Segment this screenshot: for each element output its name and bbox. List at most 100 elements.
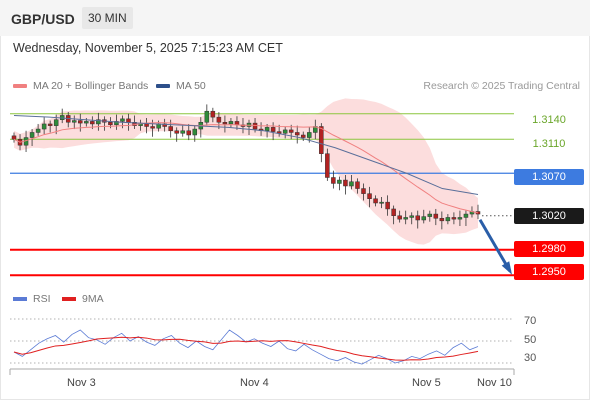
candle-body [282, 129, 288, 134]
timeframe-button[interactable]: 30 MIN [82, 7, 133, 29]
candle-body [349, 181, 354, 187]
rsi-ma-line [13, 336, 479, 361]
legend-rsi: RSI [13, 293, 51, 305]
candle-body [35, 128, 41, 133]
rsi-line [13, 329, 479, 365]
candlesticks [11, 104, 481, 230]
candle-body [463, 213, 469, 218]
candle-body [439, 218, 445, 222]
bollinger-bands [14, 98, 478, 245]
candle-body [180, 130, 185, 134]
x-label-nov5: Nov 5 [412, 377, 441, 389]
candle-body [168, 126, 173, 131]
support-1-label: 1.2980 [514, 241, 584, 257]
forecast-arrow-shaft [478, 218, 512, 273]
ma20-line [13, 122, 479, 214]
candle-body [41, 123, 47, 130]
candle-body [216, 116, 222, 123]
rsi-tick-50: 50 [524, 334, 537, 346]
rsi-label: RSI [33, 293, 51, 305]
candle-body [270, 127, 276, 132]
candle-body [228, 121, 234, 125]
candle-body [331, 177, 336, 184]
candle-body [47, 123, 53, 126]
copyright-text: Research © 2025 Trading Central [423, 80, 580, 92]
candle-body [433, 213, 439, 219]
ma50-label: MA 50 [176, 80, 206, 92]
x-label-nov3: Nov 3 [67, 377, 96, 389]
candle-body [192, 128, 198, 136]
candle-body [186, 130, 192, 136]
rsi-panel [10, 318, 514, 365]
ma20-swatch-icon [13, 84, 27, 88]
candle-body [397, 215, 402, 220]
candle-body [53, 119, 59, 126]
rsi-ma-label: 9MA [82, 293, 104, 305]
candle-body [222, 122, 228, 125]
candle-body [234, 121, 240, 126]
timestamp: Wednesday, November 5, 2025 7:15:23 AM C… [13, 41, 283, 55]
forecast-arrow [478, 218, 513, 275]
candle-body [367, 193, 372, 199]
candle-body [264, 127, 270, 131]
forecast-arrow-head-icon [501, 261, 513, 275]
candle-body [337, 179, 342, 184]
candle-body [373, 198, 378, 204]
candle-body [114, 121, 119, 126]
rsi-swatch-icon [13, 297, 27, 301]
candle-body [252, 122, 258, 130]
bollinger-band-area [14, 98, 478, 245]
support-2-label: 1.2950 [514, 264, 584, 280]
resistance-1-label: 1.3110 [532, 138, 566, 150]
candle-body [427, 213, 433, 217]
rsi-tick-30: 30 [524, 352, 537, 364]
rsi-tick-70: 70 [524, 315, 537, 327]
candle-body [361, 188, 366, 194]
candle-body [403, 217, 408, 220]
candle-body [355, 181, 360, 189]
candle-body [391, 208, 396, 216]
candle-body [108, 122, 113, 126]
candle-body [451, 217, 457, 220]
candle-body [84, 121, 89, 124]
legend-rsi-ma: 9MA [62, 293, 104, 305]
candle-body [307, 132, 312, 138]
candle-body [126, 118, 131, 123]
candle-body [11, 135, 17, 140]
candle-body [409, 215, 414, 218]
candle-body [415, 215, 420, 221]
ma20-label: MA 20 + Bollinger Bands [33, 80, 149, 92]
candle-body [150, 126, 155, 129]
legend-ma20: MA 20 + Bollinger Bands [13, 80, 148, 92]
candle-body [457, 217, 463, 220]
candle-body [90, 121, 95, 125]
candle-body [288, 129, 294, 133]
candle-body [445, 217, 451, 222]
candle-body [29, 132, 35, 138]
candle-body [385, 201, 390, 210]
last-price-label: 1.3020 [514, 208, 584, 224]
candle-body [319, 126, 324, 154]
level-lines [10, 113, 514, 277]
candle-body [343, 179, 348, 187]
candle-body [294, 132, 300, 136]
candle-body [96, 119, 101, 125]
candle-body [325, 153, 330, 178]
candle-body [379, 201, 384, 204]
currency-pair-title: GBP/USD [11, 11, 75, 27]
time-axis [9, 368, 515, 375]
x-label-nov10: Nov 10 [477, 377, 512, 389]
candle-body [204, 110, 210, 123]
resistance-2-label: 1.3140 [532, 114, 566, 126]
legend-ma50: MA 50 [156, 80, 206, 92]
candle-body [72, 120, 77, 123]
moving-averages [13, 114, 479, 214]
candle-body [421, 216, 427, 221]
candle-body [300, 134, 306, 138]
ma50-line [13, 114, 479, 195]
pivot-label: 1.3070 [514, 169, 584, 185]
candle-body [120, 118, 125, 122]
ma50-swatch-icon [156, 84, 170, 88]
candle-body [78, 120, 83, 124]
